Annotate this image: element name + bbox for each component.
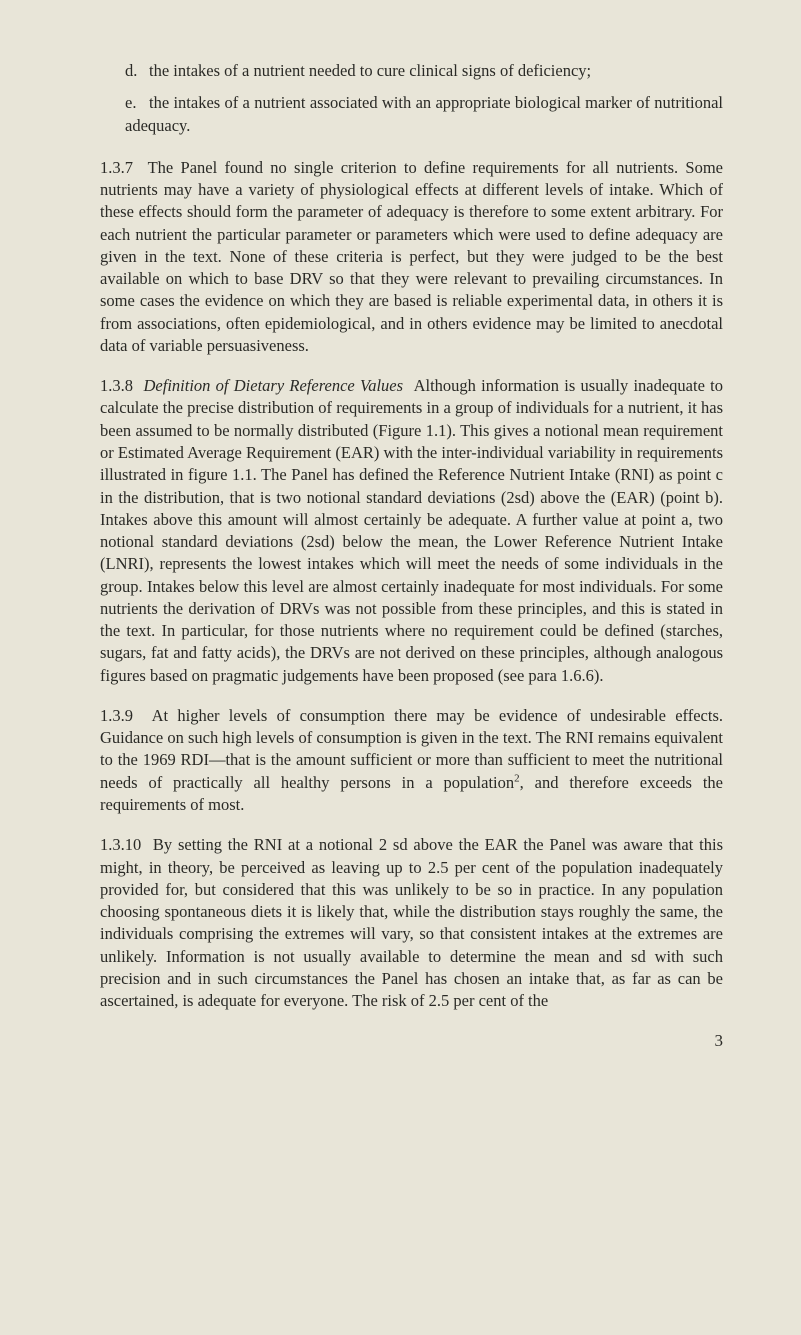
section-138-title: Definition of Dietary Reference Values bbox=[144, 376, 404, 395]
item-d-text: the intakes of a nutrient needed to cure… bbox=[149, 61, 591, 80]
section-1-3-8: 1.3.8 Definition of Dietary Reference Va… bbox=[100, 375, 723, 687]
section-138-body: Although information is usually inadequa… bbox=[100, 376, 723, 684]
section-138-number: 1.3.8 bbox=[100, 376, 133, 395]
section-1-3-7: 1.3.7 The Panel found no single criterio… bbox=[100, 157, 723, 357]
section-137-body: The Panel found no single criterion to d… bbox=[100, 158, 723, 355]
section-139-number: 1.3.9 bbox=[100, 706, 133, 725]
item-d-letter: d. bbox=[125, 60, 149, 82]
item-e-text: the intakes of a nutrient associated wit… bbox=[125, 93, 723, 134]
list-items: d.the intakes of a nutrient needed to cu… bbox=[100, 60, 723, 137]
list-item-d: d.the intakes of a nutrient needed to cu… bbox=[100, 60, 723, 82]
section-137-number: 1.3.7 bbox=[100, 158, 133, 177]
section-1-3-10: 1.3.10 By setting the RNI at a notional … bbox=[100, 834, 723, 1012]
item-e-letter: e. bbox=[125, 92, 149, 114]
section-1310-number: 1.3.10 bbox=[100, 835, 141, 854]
list-item-e: e.the intakes of a nutrient associated w… bbox=[100, 92, 723, 137]
section-1310-body: By setting the RNI at a notional 2 sd ab… bbox=[100, 835, 723, 1010]
page-number: 3 bbox=[100, 1030, 723, 1053]
section-1-3-9: 1.3.9 At higher levels of consumption th… bbox=[100, 705, 723, 816]
